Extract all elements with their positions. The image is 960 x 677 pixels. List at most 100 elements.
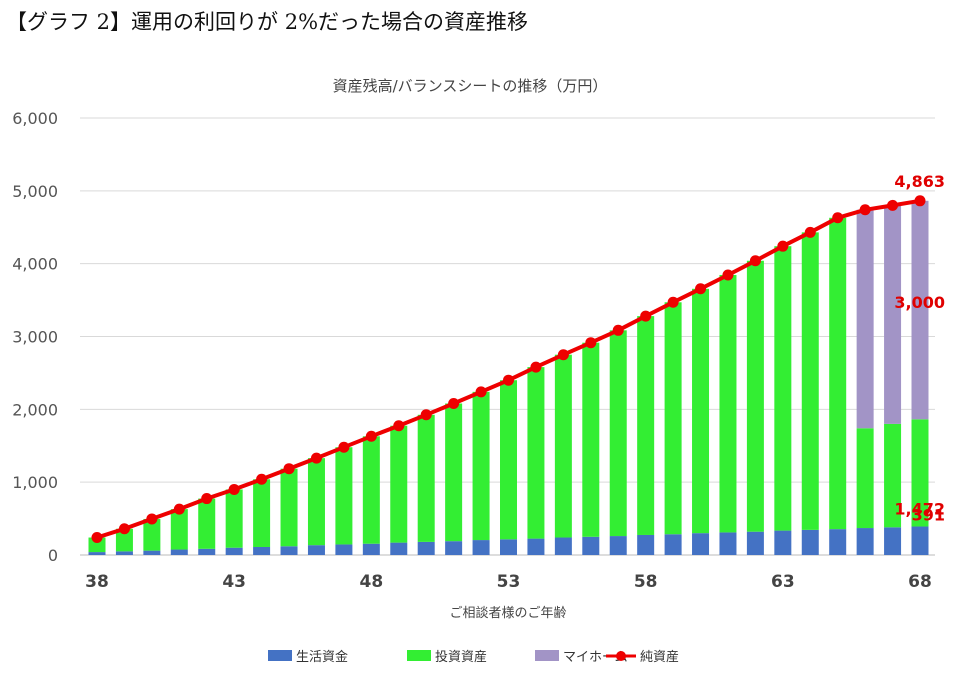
net-assets-point [914, 195, 926, 207]
net-assets-line [91, 195, 926, 544]
bar-segment [445, 403, 463, 542]
data-label: 391 [912, 506, 945, 525]
bar-segment [390, 542, 408, 555]
net-assets-point [530, 361, 542, 373]
legend-marker [616, 651, 626, 661]
bar-segment [856, 528, 874, 555]
bar-segment [582, 342, 600, 537]
net-assets-point [777, 240, 789, 252]
x-tick-label: 38 [85, 572, 109, 592]
y-tick-label: 2,000 [12, 400, 58, 419]
y-tick-label: 4,000 [12, 255, 58, 274]
bar-segment [335, 447, 353, 545]
bar-segment [307, 458, 325, 546]
net-assets-point [749, 255, 761, 267]
bar-segment [774, 530, 792, 555]
net-assets-point [640, 310, 652, 322]
data-label: 1,472 [894, 499, 945, 518]
net-assets-point [887, 199, 899, 211]
net-assets-point [832, 212, 844, 224]
x-tick-label: 58 [634, 572, 658, 592]
net-assets-point [722, 269, 734, 281]
bar-segment [911, 200, 929, 420]
x-tick-label: 68 [908, 572, 932, 592]
net-assets-point [804, 226, 816, 238]
net-assets-point [283, 463, 295, 475]
legend-label: 純資産 [640, 649, 679, 665]
legend-label: 生活資金 [296, 649, 348, 665]
bar-segment [143, 518, 161, 551]
bar-segment [88, 552, 106, 555]
bar-segment [829, 529, 847, 555]
bar-segment [170, 549, 188, 555]
bar-segment [746, 260, 764, 532]
net-assets-point [420, 409, 432, 421]
net-assets-point [201, 493, 213, 505]
bar-segment [856, 428, 874, 529]
x-tick-label: 48 [359, 572, 383, 592]
page-heading: 【グラフ 2】運用の利回りが 2%だった場合の資産推移 [6, 10, 529, 34]
net-assets-point [695, 283, 707, 295]
x-axis-label: ご相談者様のご年齢 [449, 605, 566, 621]
bar-segment [280, 468, 298, 547]
legend-swatch [407, 650, 431, 661]
bar-segment [335, 544, 353, 555]
bar-segment [911, 419, 929, 527]
bar-segment [143, 550, 161, 555]
bar-segment [225, 547, 243, 555]
net-assets-point [173, 503, 185, 515]
bar-segment [280, 546, 298, 555]
bar-segment [170, 509, 188, 550]
y-axis: 0 1,000 2,000 3,000 4,000 5,000 6,000 [12, 109, 58, 565]
bar-segment [198, 548, 216, 555]
data-label: 4,863 [894, 172, 945, 191]
net-assets-point [338, 441, 350, 453]
bar-segment [472, 391, 490, 541]
bar-segment [884, 423, 902, 528]
net-assets-point [393, 420, 405, 432]
chart-title: 資産残高/バランスシートの推移（万円） [333, 77, 608, 95]
x-tick-label: 43 [222, 572, 246, 592]
y-tick-label: 5,000 [12, 182, 58, 201]
bar-segment [225, 489, 243, 548]
bars [88, 200, 929, 555]
net-assets-point [256, 473, 268, 485]
net-assets-point [612, 324, 624, 336]
bar-segment [582, 536, 600, 555]
bar-segment [115, 551, 133, 555]
bar-segment [884, 527, 902, 555]
bar-segment [554, 354, 572, 538]
y-tick-label: 0 [48, 546, 58, 565]
bar-segment [115, 528, 133, 552]
x-axis: 38 43 48 53 58 63 68 [85, 572, 932, 592]
bar-segment [472, 540, 490, 555]
bar-segment [692, 288, 710, 534]
net-assets-point [228, 483, 240, 495]
bar-segment [719, 532, 737, 555]
net-assets-point [557, 349, 569, 361]
net-assets-point [859, 204, 871, 216]
bar-segment [637, 534, 655, 555]
net-assets-point [118, 523, 130, 535]
bar-segment [884, 205, 902, 424]
data-label: 3,000 [894, 293, 945, 312]
bar-segment [719, 274, 737, 533]
legend: 生活資金 投資資産 マイホーム 純資産 [268, 649, 679, 665]
net-assets-point [667, 296, 679, 308]
bar-segment [362, 436, 380, 544]
net-assets-point [146, 513, 158, 525]
y-tick-label: 6,000 [12, 109, 58, 128]
net-assets-point [448, 398, 460, 410]
bar-segment [500, 380, 517, 540]
net-assets-point [91, 532, 103, 544]
bar-segment [664, 302, 682, 535]
bar-segment [417, 541, 435, 555]
bar-segment [554, 537, 572, 555]
bar-segment [527, 367, 545, 539]
bar-segment [253, 546, 271, 555]
bar-segment [307, 545, 325, 555]
bar-segment [801, 529, 819, 555]
legend-label: 投資資産 [435, 649, 487, 665]
bar-segment [609, 330, 627, 537]
